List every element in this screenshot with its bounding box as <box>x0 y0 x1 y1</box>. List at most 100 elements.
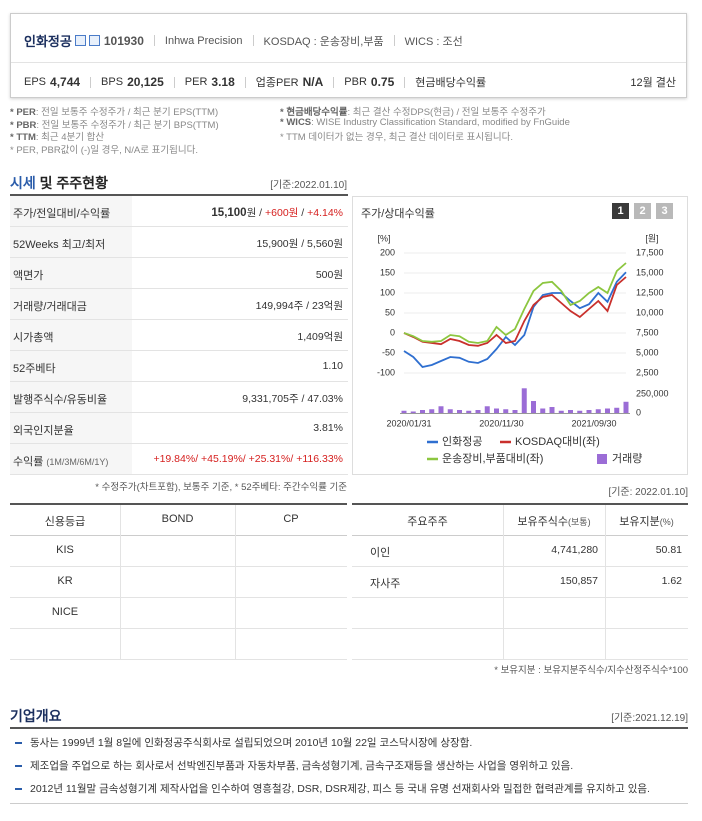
row-value: 1,409억원 <box>132 329 343 344</box>
row-value: 15,100원 / +600원 / +4.14% <box>132 205 343 220</box>
row-label-bg <box>10 413 132 444</box>
row-value: 15,900원 / 5,560원 <box>132 236 343 251</box>
row-value: 3.81% <box>132 422 343 434</box>
volume-bar <box>577 410 583 413</box>
credit-top <box>10 503 347 505</box>
metric-label: 업종PER <box>255 77 299 89</box>
chart-tab[interactable]: 3 <box>656 203 673 219</box>
row-label-bg <box>10 258 132 289</box>
overview-line <box>10 727 688 729</box>
legend-label: 거래량 <box>612 452 642 465</box>
separator <box>404 76 406 88</box>
y2-tick-label: 2,500 <box>636 367 659 377</box>
metric-value: 3.18 <box>211 75 235 89</box>
note: * WICS: WISE Industry Classification Sta… <box>280 117 570 128</box>
volume-bar <box>438 406 444 413</box>
volume-bar <box>521 388 527 413</box>
value-part: 3.81% <box>313 422 343 434</box>
note-term: * 현금배당수익률 <box>280 107 348 118</box>
row-label-bg <box>10 196 132 227</box>
holder-shares: 4,741,280 <box>551 544 598 556</box>
note: * 현금배당수익률: 최근 결산 수정DPS(현금) / 전일 보통주 수정주가 <box>280 104 546 118</box>
overview-bottom <box>10 803 688 804</box>
company-name: 인화정공 <box>24 34 72 49</box>
separator <box>173 76 175 88</box>
title-highlight: 시세 <box>10 175 36 191</box>
chart-tab[interactable]: 2 <box>634 203 651 219</box>
name-en: Inhwa Precision <box>164 34 243 47</box>
note-term: * WICS <box>280 116 312 128</box>
row-value: +19.84%/ +45.19%/ +25.31%/ +116.33% <box>132 453 343 465</box>
row-label-bg <box>10 289 132 320</box>
credit-header: BOND <box>161 513 194 525</box>
credit-header: 신용등급 <box>44 516 86 528</box>
value-part: 15,900원 / 5,560원 <box>256 238 343 250</box>
header-sub: (보통) <box>568 517 591 527</box>
volume-bar <box>484 406 490 413</box>
overview-basis: [기준:2021.12.19] <box>611 713 688 724</box>
y-unit: [%] <box>377 233 390 243</box>
row-label: 수익률 (1M/3M/6M/1Y) <box>13 453 108 469</box>
x-tick-label: 2020/01/31 <box>386 418 431 428</box>
volume-bar <box>447 409 453 413</box>
row-line <box>132 412 348 413</box>
row-line <box>132 226 348 227</box>
volume-bar <box>475 410 481 413</box>
value-part: +19.84%/ +45.19%/ +25.31%/ +116.33% <box>153 453 343 465</box>
credit-head-line <box>10 535 347 536</box>
y2-tick-label: 5,000 <box>636 347 659 357</box>
volume-bar <box>512 410 518 413</box>
overview-title: 기업개요 <box>10 708 62 724</box>
note: * TTM: 최근 4분기 합산 <box>10 129 104 143</box>
row-label: 주가/전일대비/수익률 <box>13 205 110 221</box>
row-label-bg <box>10 444 132 475</box>
label-text: 외국인지분율 <box>13 425 74 437</box>
value-part: 원 / <box>246 207 266 219</box>
value-part: 15,100 <box>211 207 247 219</box>
note: * PER: 전일 보통주 수정주가 / 최근 분기 EPS(TTM) <box>10 104 218 118</box>
value-part: / <box>298 207 308 219</box>
y2-tick-label: 12,500 <box>636 287 664 297</box>
series-line <box>403 262 627 344</box>
holder-col-line <box>503 505 504 659</box>
title-rest: 및 주주현황 <box>39 175 108 191</box>
credit-col-line <box>120 505 121 659</box>
volume-bar <box>401 410 407 413</box>
note-text: : 전일 보통주 수정주가 / 최근 분기 BPS(TTM) <box>36 119 219 131</box>
holder-head-line <box>352 535 688 536</box>
section-title: 시세 및 주주현황 <box>10 173 108 193</box>
chart-tab[interactable]: 1 <box>612 203 629 219</box>
value-part: 1.10 <box>322 360 343 372</box>
row-label-bg <box>10 320 132 351</box>
holder-header: 주요주주 <box>352 513 503 529</box>
credit-row-line <box>10 566 347 567</box>
holder-name: 자사주 <box>370 578 401 590</box>
metric-label: BPS <box>101 76 124 88</box>
row-line <box>132 319 348 320</box>
volume-bar <box>503 409 509 413</box>
note-text: * PER, PBR값이 (-)일 경우, N/A로 표기됩니다. <box>10 144 198 156</box>
volume-bar <box>605 408 610 413</box>
y2-tick-label: 15,000 <box>636 267 664 277</box>
metric-value: 0.75 <box>370 75 395 89</box>
holder-header: 보유주식수(보통) <box>503 513 605 529</box>
note: * PBR: 전일 보통주 수정주가 / 최근 분기 BPS(TTM) <box>10 117 219 131</box>
y2-tick-label: 10,000 <box>636 307 664 317</box>
y-tick-label: 50 <box>385 307 395 317</box>
volume-bar <box>420 410 425 413</box>
holder-name: 이인 <box>370 547 391 559</box>
separator <box>244 76 246 88</box>
legend-swatch <box>597 454 607 464</box>
note-term: * PER <box>10 107 36 118</box>
fiscal: 12월 결산 <box>630 77 676 89</box>
header-text: 보유지분 <box>619 516 660 528</box>
x-tick-label: 2020/11/30 <box>479 418 523 428</box>
holder-ratio: 1.62 <box>661 575 682 587</box>
bullet-dash <box>15 742 22 744</box>
legend-label: KOSDAQ대비(좌) <box>515 435 600 448</box>
shareholder-basis: [기준: 2022.01.10] <box>608 487 688 498</box>
credit-agency: KIS <box>56 544 74 556</box>
holder-top <box>352 503 688 505</box>
label-text: 수익률 <box>13 456 44 468</box>
volume-bar <box>586 410 592 413</box>
